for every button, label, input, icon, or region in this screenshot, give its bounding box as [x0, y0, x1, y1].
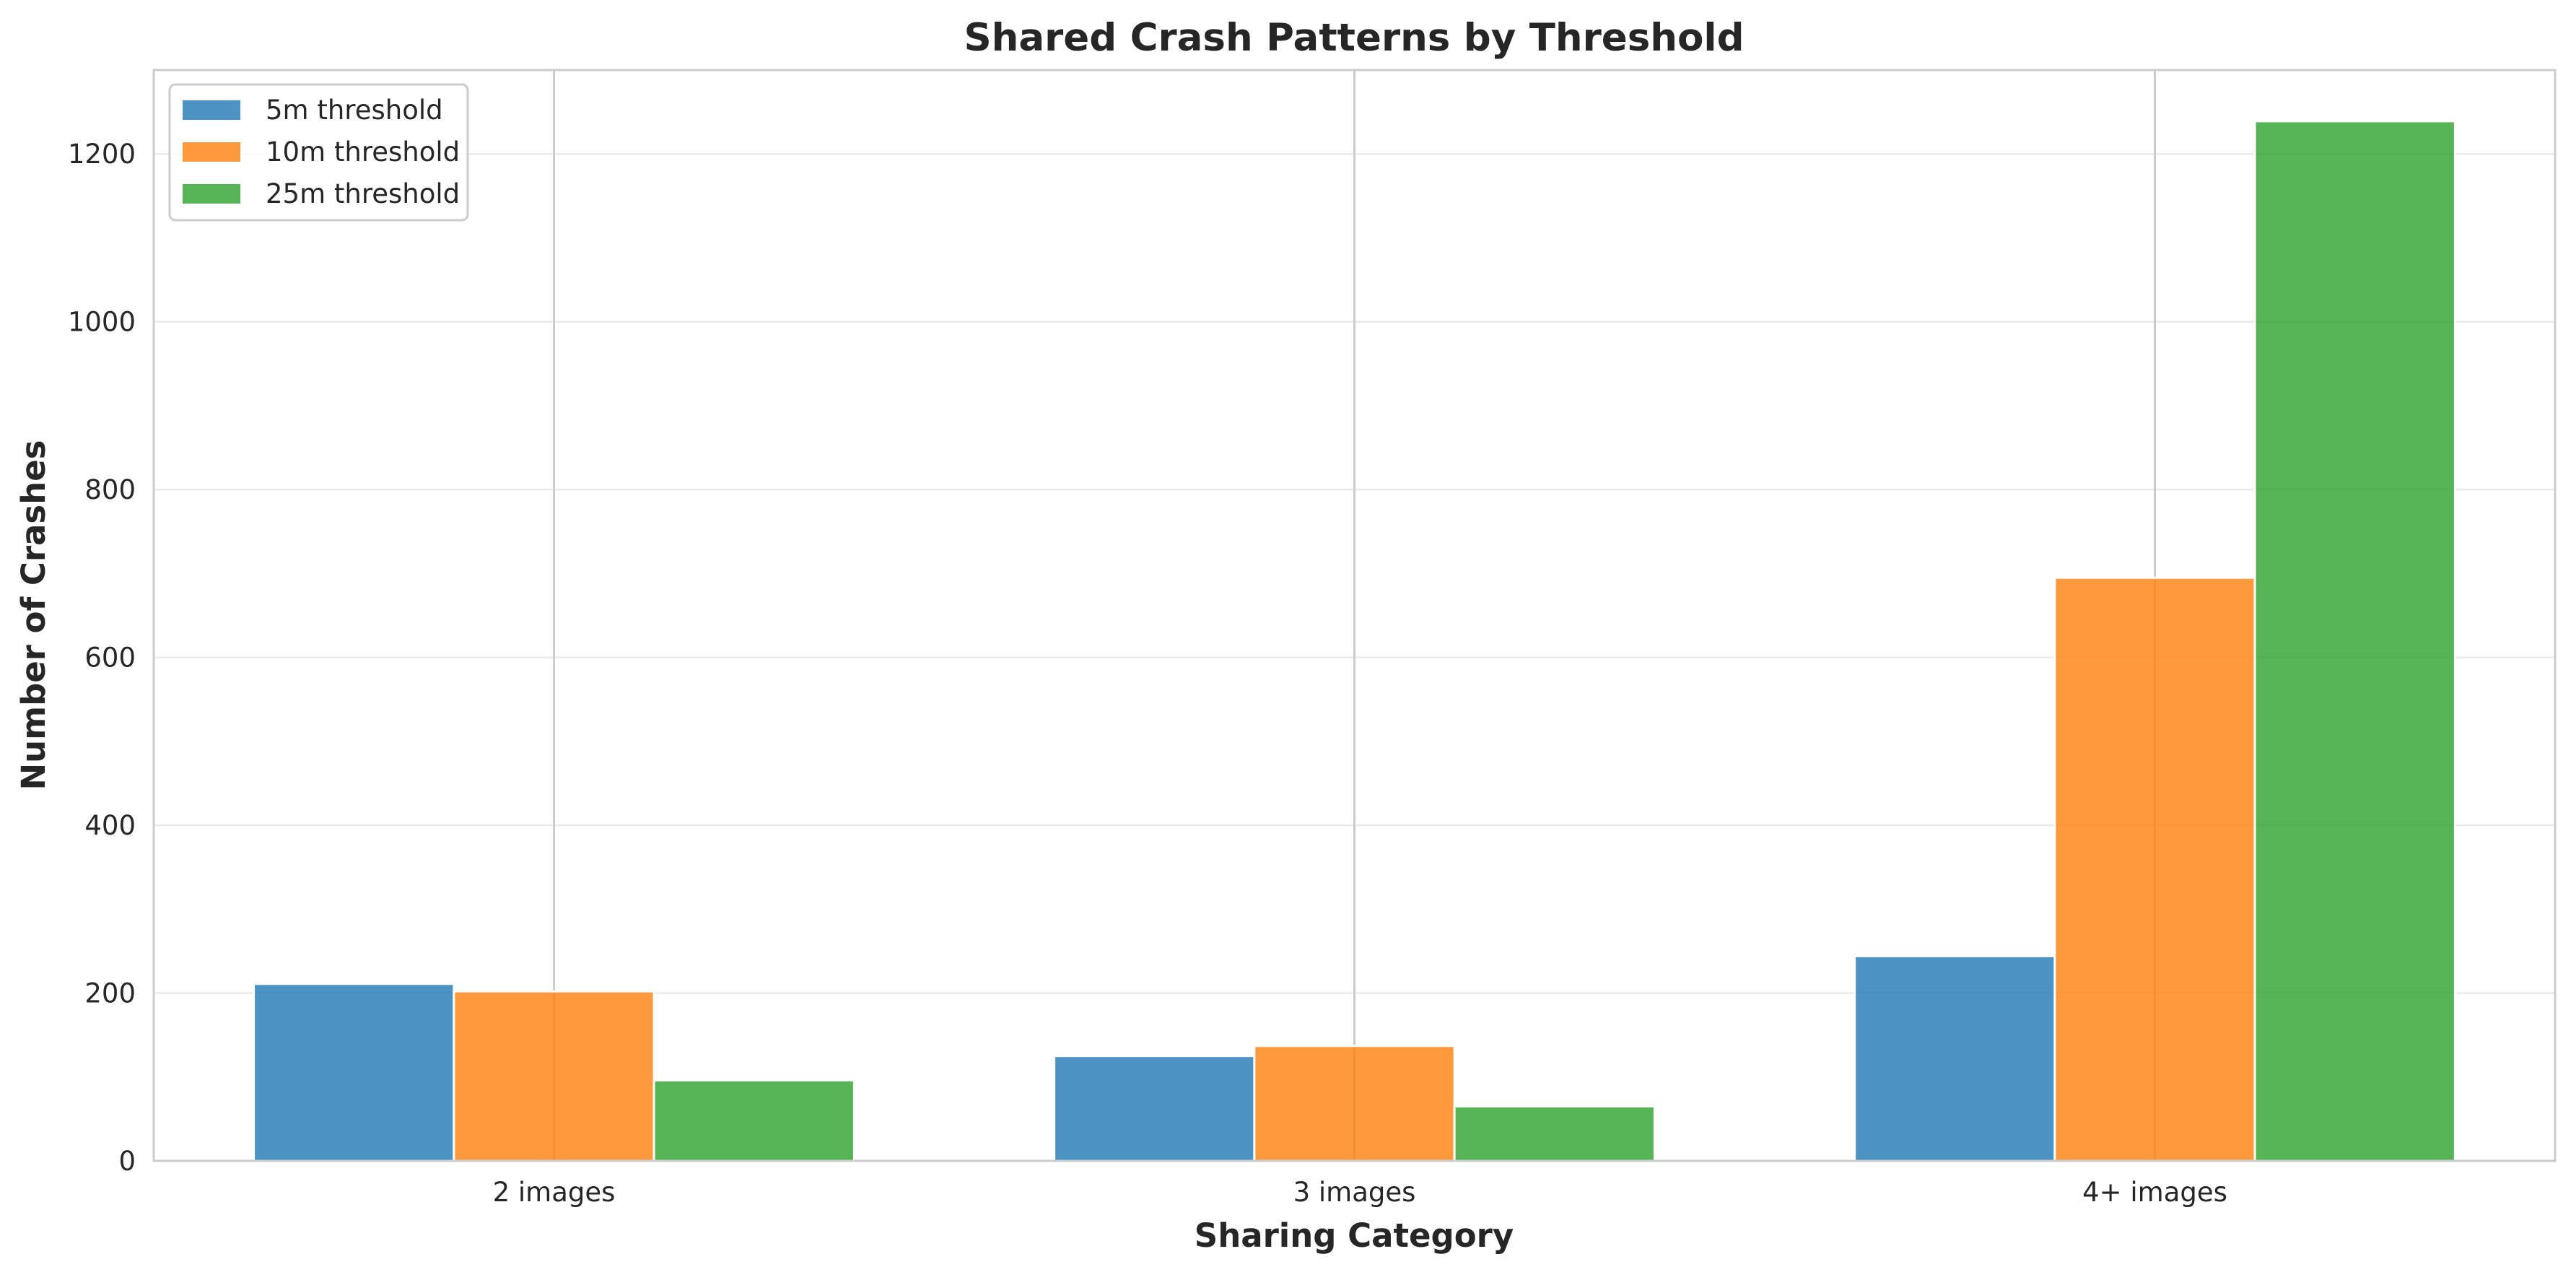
y-tick-label: 1000	[68, 307, 136, 338]
legend-swatch	[183, 184, 240, 204]
bar-25m-threshold-4-images	[2253, 120, 2456, 1162]
y-tick-label: 800	[84, 474, 136, 505]
y-tick-label: 1200	[68, 139, 136, 170]
x-axis-label: Sharing Category	[1195, 1216, 1514, 1255]
x-tick-label: 3 images	[1293, 1177, 1416, 1208]
bar-25m-threshold-2-images	[652, 1079, 855, 1162]
y-tick-label: 600	[84, 643, 136, 674]
x-tick-labels: 2 images 3 images 4+ images	[493, 1177, 2227, 1208]
legend-items: 5m threshold 10m threshold 25m threshold	[183, 95, 460, 209]
chart-title: Shared Crash Patterns by Threshold	[964, 16, 1744, 60]
legend-label: 25m threshold	[266, 178, 460, 209]
legend-label: 10m threshold	[266, 136, 460, 167]
legend: 5m threshold 10m threshold 25m threshold	[168, 83, 469, 222]
bar-10m-threshold-2-images	[453, 990, 655, 1162]
y-tick-label: 200	[84, 978, 136, 1009]
legend-swatch	[183, 100, 240, 120]
bars	[253, 120, 2456, 1162]
y-tick-labels: 0 200 400 600 800 1000 1200	[68, 139, 136, 1177]
bar-5m-threshold-4-images	[1854, 954, 2056, 1162]
bar-10m-threshold-3-images	[1253, 1045, 1456, 1162]
y-tick-label: 0	[118, 1146, 136, 1177]
x-tick-label: 2 images	[493, 1177, 616, 1208]
y-axis-label: Number of Crashes	[14, 440, 53, 790]
bar-25m-threshold-3-images	[1453, 1105, 1656, 1162]
x-tick-label: 4+ images	[2082, 1177, 2227, 1208]
legend-swatch	[183, 142, 240, 162]
plot-frame	[152, 69, 2557, 1162]
bar-5m-threshold-3-images	[1053, 1055, 1256, 1162]
bar-5m-threshold-2-images	[253, 983, 455, 1162]
legend-label: 5m threshold	[266, 95, 443, 126]
y-tick-label: 400	[84, 810, 136, 841]
bar-10m-threshold-4-images	[2053, 576, 2256, 1162]
legend-frame	[168, 83, 469, 222]
